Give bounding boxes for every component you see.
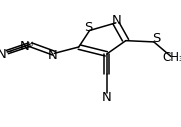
Text: N: N	[48, 49, 58, 62]
Text: S: S	[152, 32, 160, 45]
Text: S: S	[84, 21, 92, 34]
Text: N⁻: N⁻	[0, 48, 14, 61]
Text: N⁺: N⁺	[20, 40, 36, 53]
Text: CH₃: CH₃	[163, 51, 181, 64]
Text: N: N	[102, 91, 112, 104]
Text: N: N	[112, 14, 122, 27]
